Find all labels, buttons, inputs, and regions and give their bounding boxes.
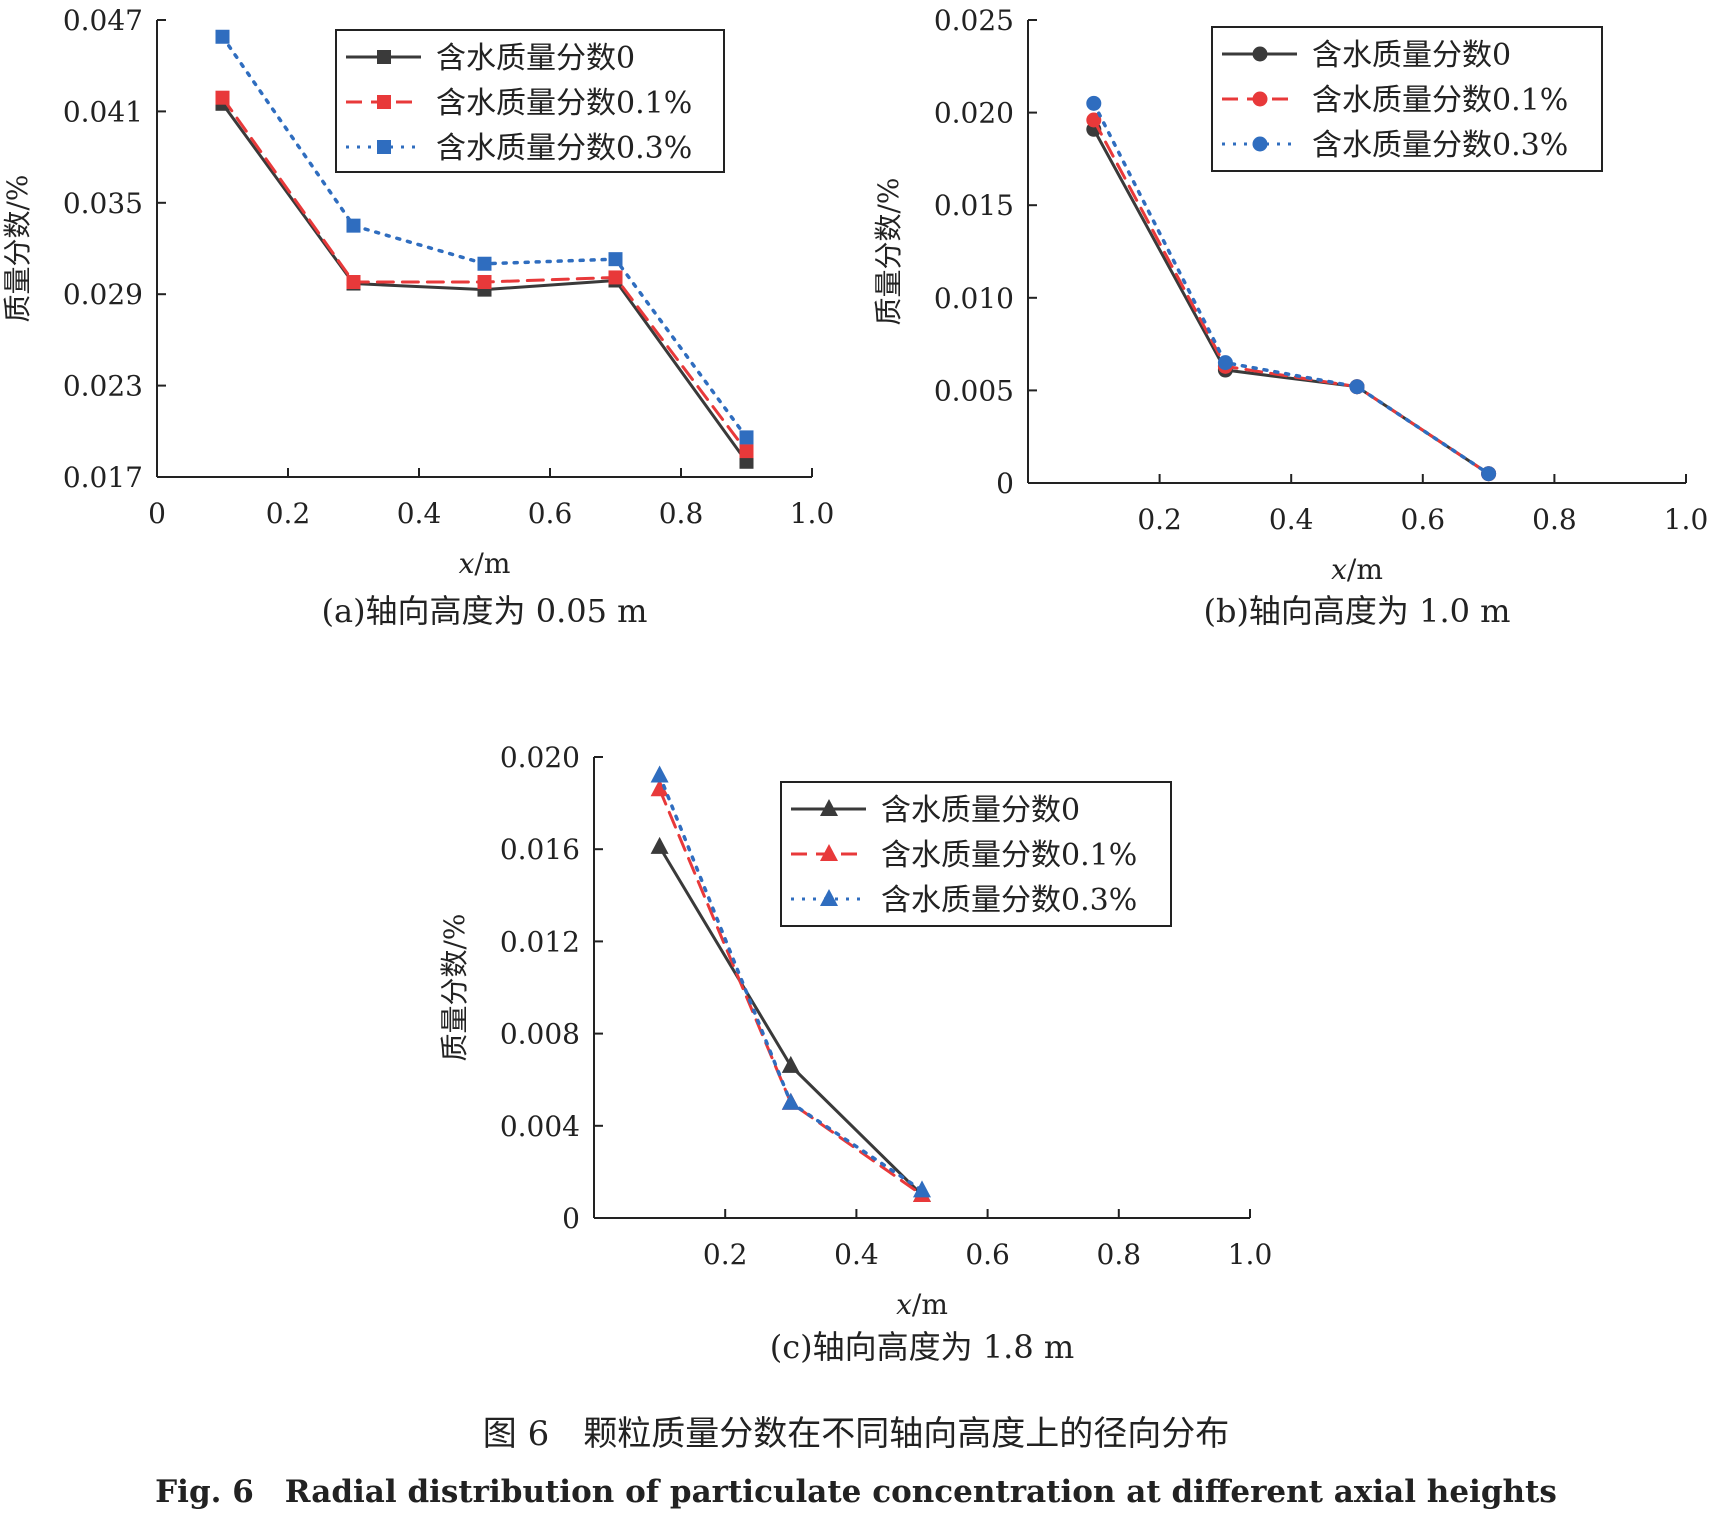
panel-a-y-tick-label: 0.047 [63,4,143,37]
panel-a-series-2-point [739,430,754,445]
panel-c-legend-label-2: 含水质量分数0.3% [881,883,1137,918]
panel-a-y-tick-label: 0.023 [63,370,143,403]
panel-c-y-tick-label: 0.004 [500,1110,580,1143]
panel-a-legend-marker-2 [377,140,391,154]
panel-c-y-tick-label: 0.012 [500,925,580,958]
panel-c-legend-label-1: 含水质量分数0.1% [881,838,1137,873]
panel-b-y-tick-label: 0.005 [934,374,1014,407]
panel-c-series-0-point [781,1055,800,1073]
panel-a-series-1-point [477,275,492,290]
panel-b-x-tick-label: 1.0 [1664,503,1709,536]
panel-c-legend-marker-1 [820,844,838,861]
panel-c-x-axis-unit: /m [912,1288,948,1321]
panel-a-x-axis-var: x [459,547,475,580]
panel-a-legend-marker-1 [377,95,391,109]
panel-a-legend-label-0: 含水质量分数0 [436,41,635,76]
panel-c-x-tick-label: 0.6 [965,1238,1010,1271]
panel-b-y-tick-label: 0.015 [934,189,1014,222]
panel-c-y-axis-title: 质量分数/% [438,913,471,1061]
panel-b-x-axis-unit: /m [1347,553,1383,586]
panel-a-legend-label-1: 含水质量分数0.1% [436,86,692,121]
panel-c-x-axis-var: x [896,1288,912,1321]
panel-a-series-2-point [477,256,492,271]
panel-c-x-tick-label: 1.0 [1228,1238,1273,1271]
panel-c-x-tick-label: 0.8 [1097,1238,1142,1271]
panel-c-legend-marker-2 [820,889,838,906]
panel-a-y-tick-label: 0.035 [63,187,143,220]
panel-a-x-axis-title: x/m [459,547,511,580]
panel-c-legend-marker-0 [820,799,838,816]
panel-a-y-tick-label: 0.029 [63,278,143,311]
panel-b-legend-label-0: 含水质量分数0 [1312,38,1511,73]
panel-b-x-tick-label: 0.2 [1137,503,1182,536]
panel-b-legend-label-1: 含水质量分数0.1% [1312,83,1568,118]
panel-b-x-tick-label: 0.6 [1401,503,1446,536]
panel-a-x-tick-label: 0.6 [528,497,573,530]
panel-c-y-tick-label: 0 [562,1202,580,1235]
panel-a-series-0-point [739,454,754,469]
panel-b-y-axis-title: 质量分数/% [872,177,905,325]
panel-b-legend-marker-2 [1252,136,1268,152]
panel-c-series-2-point [650,765,669,783]
panel-b-x-tick-label: 0.4 [1269,503,1314,536]
panel-c-y-tick-label: 0.016 [500,833,580,866]
panel-c-series-1-point [650,779,669,797]
panel-a-series-2-point [608,252,623,267]
panel-b-series-2-line [1092,101,1491,476]
panel-b-series-2-point [1481,466,1497,482]
panel-b: 0 0.005 0.010 0.015 0.020 0.025 0.2 0.4 0.6 0.8 1.… [872,4,1708,630]
panel-b-y-tick-label: 0.010 [934,282,1014,315]
panel-a-series-1-point [215,90,230,105]
panel-a-series-1-point [346,275,361,290]
panel-b-legend-label-2: 含水质量分数0.3% [1312,128,1568,163]
panel-b-legend-marker-1 [1252,91,1268,107]
panel-b-y-tick-label: 0 [996,467,1014,500]
panel-c-legend-label-0: 含水质量分数0 [881,793,1080,828]
panel-c-series-2-point [913,1180,931,1198]
panel-a-series-2-point [346,218,361,233]
panel-c-x-axis-title: x/m [896,1288,948,1321]
panel-a: 0.017 0.023 0.029 0.035 0.041 0.047 0 0.2 0.4 0.6… [1,4,834,630]
panel-b-y-tick-label: 0.025 [934,4,1014,37]
panel-b-caption: (b)轴向高度为 1.0 m [1203,592,1510,630]
panel-a-x-tick-label: 0.2 [266,497,311,530]
panel-b-series-2-point [1349,379,1365,395]
panel-a-series-1-point [608,270,623,285]
figure-title-cn: 图 6 颗粒质量分数在不同轴向高度上的径向分布 [483,1414,1229,1454]
panel-c-y-tick-label: 0.020 [500,741,580,774]
panel-b-series-2-point [1217,355,1233,371]
panel-b-series-0-line [1092,127,1491,476]
figure-title-en: Fig. 6 Radial distribution of particulat… [155,1474,1557,1510]
panel-b-y-tick-label: 0.020 [934,97,1014,130]
panel-c-x-tick-label: 0.4 [834,1238,879,1271]
panel-b-legend-marker-0 [1252,46,1268,62]
panel-c: 0 0.004 0.008 0.012 0.016 0.020 0.2 0.4 0.6 0.8 1.… [438,741,1272,1366]
panel-b-x-axis-var: x [1331,553,1347,586]
panel-a-x-tick-label: 0.4 [397,497,442,530]
panel-a-series-2-point [215,29,230,44]
panel-a-x-axis-unit: /m [474,547,510,580]
panel-c-series-2-point [781,1092,800,1110]
panel-c-series-0-point [650,836,669,854]
panel-a-x-tick-label: 0.8 [659,497,704,530]
panel-a-series-1-point [739,444,754,459]
panel-b-series-2-point [1086,95,1102,111]
panel-b-series-1-line [1092,118,1491,476]
panel-c-x-tick-label: 0.2 [703,1238,748,1271]
panel-a-legend-marker-0 [377,50,391,64]
panel-a-caption: (a)轴向高度为 0.05 m [322,592,648,630]
panel-a-legend-label-2: 含水质量分数0.3% [436,131,692,166]
panel-a-y-tick-label: 0.041 [63,95,143,128]
panel-a-y-tick-label: 0.017 [63,461,143,494]
panel-b-series-1-point [1086,112,1102,128]
panel-c-caption: (c)轴向高度为 1.8 m [770,1328,1074,1366]
panel-a-y-axis-title: 质量分数/% [1,174,34,322]
panel-a-x-tick-label: 1.0 [790,497,835,530]
panel-b-x-tick-label: 0.8 [1532,503,1577,536]
panel-a-x-tick-label: 0 [148,497,166,530]
panel-c-y-tick-label: 0.008 [500,1018,580,1051]
panel-b-x-axis-title: x/m [1331,553,1383,586]
